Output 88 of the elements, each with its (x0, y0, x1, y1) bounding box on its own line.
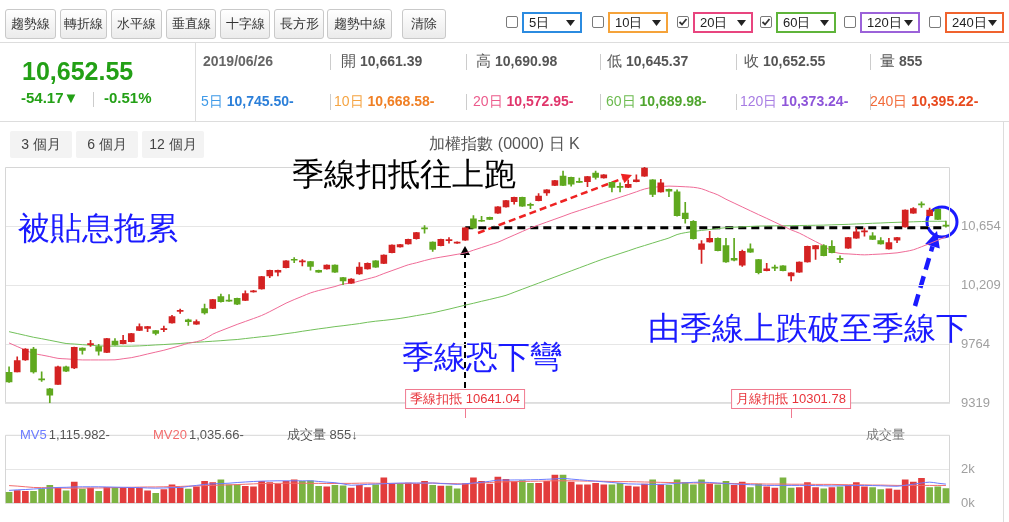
candlestick (453, 241, 461, 244)
text: 量 (880, 52, 895, 70)
text: -54.17▼ (21, 89, 79, 107)
button: 趨勢線 (5, 9, 56, 39)
button: 12 個月 (142, 131, 204, 158)
dropdown: 5日 (522, 12, 582, 33)
bar (95, 491, 103, 504)
bar (763, 486, 771, 504)
bar (372, 484, 379, 504)
bar (828, 487, 836, 504)
text: 10,668.58- (367, 93, 435, 110)
dropdown: 240日 (945, 12, 1004, 33)
text: 高 (476, 52, 491, 70)
text: 20日 (473, 93, 503, 110)
annotation: 1,115.982- (48, 427, 110, 443)
bar (290, 479, 298, 504)
annotation: 季線恐下彎 (402, 339, 562, 375)
button: 轉折線 (60, 9, 107, 39)
y-tick-label: 10,209 (961, 276, 1001, 292)
text: -0.51% (104, 89, 152, 107)
button: 3 個月 (10, 131, 72, 158)
bar (380, 477, 388, 504)
button: 水平線 (111, 9, 162, 39)
chart-title: 加權指數 (0000) 日 K (429, 135, 580, 152)
dropdown: 20日 (693, 12, 753, 33)
dropdown: 10日 (608, 12, 668, 33)
bar (714, 484, 722, 504)
bar (233, 484, 241, 504)
text: 10,395.22- (911, 93, 979, 110)
bar (657, 484, 665, 504)
bar (820, 488, 828, 504)
text: 10,661.39 (360, 53, 423, 70)
button: 十字線 (220, 9, 270, 39)
text: 60日 (606, 93, 636, 110)
annotation: 季線扣抵 10641.04 (405, 389, 525, 409)
text: 10,652.55 (22, 56, 134, 86)
bar (942, 488, 950, 504)
bar (331, 485, 339, 504)
y-tick-label: 2k (961, 460, 976, 476)
dropdown: 120日 (860, 12, 920, 33)
bar (608, 484, 616, 504)
bar (160, 489, 168, 504)
dropdown: 60日 (776, 12, 836, 33)
bar (836, 486, 844, 504)
text: 開 (341, 52, 356, 70)
bar (429, 485, 437, 504)
bar (323, 486, 331, 504)
text: 10,652.55 (763, 53, 826, 70)
annotation: 被貼息拖累 (18, 210, 178, 246)
text: MV20 (153, 427, 187, 443)
text: 10,745.50- (226, 93, 294, 110)
annotation: 成交量 855↓ (287, 427, 358, 443)
text: 120日 (740, 93, 778, 110)
text: 收 (744, 52, 759, 70)
chart-title: 成交量 (866, 427, 905, 443)
bar (730, 485, 738, 504)
bar (184, 488, 192, 504)
bar (706, 483, 714, 504)
y-tick-label: 0k (961, 494, 976, 510)
annotation: 1,035.66- (188, 427, 244, 443)
annotation: 月線扣抵 10301.78 (731, 389, 851, 409)
text: 10,689.98- (639, 93, 707, 110)
text: MV5 (20, 427, 47, 443)
text: 10,572.95- (506, 93, 574, 110)
button: 趨勢中線 (327, 9, 392, 39)
button: 長方形 (274, 9, 324, 39)
bar (738, 481, 746, 504)
text: 2019/06/26 (203, 53, 274, 70)
candlestick (942, 220, 950, 228)
button: 清除 (402, 9, 446, 39)
bar (79, 488, 86, 504)
text: 10日 (334, 93, 364, 110)
y-tick-label: 9319 (961, 394, 990, 410)
text: 5日 (201, 93, 223, 110)
button: 6 個月 (76, 131, 138, 158)
text: 240日 (870, 93, 908, 110)
text: 10,645.37 (626, 53, 689, 70)
bar (665, 485, 673, 504)
bar (152, 492, 160, 504)
text: 10,373.24- (781, 93, 849, 110)
text: 低 (607, 52, 622, 70)
y-tick-label: 10,654 (961, 217, 1001, 233)
button: 垂直線 (166, 9, 216, 39)
candlestick (836, 255, 844, 263)
annotation: 季線扣抵往上跑 (292, 156, 516, 192)
bar (87, 487, 94, 504)
text: 855 (899, 53, 923, 70)
text: 10,690.98 (495, 53, 558, 70)
